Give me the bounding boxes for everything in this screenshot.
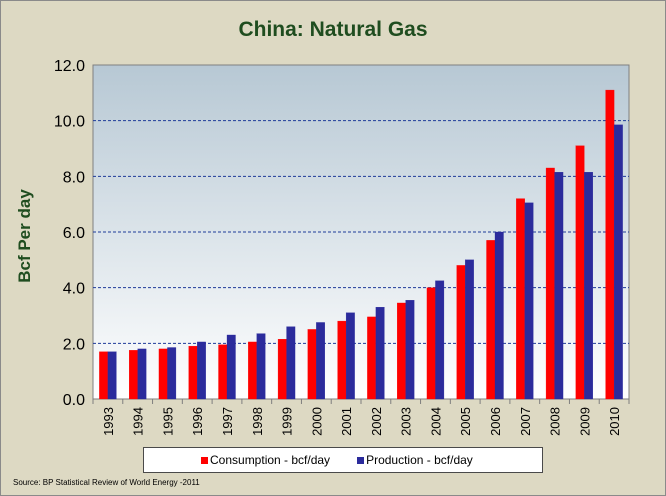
x-tick-label: 2002 <box>369 407 384 436</box>
x-tick-label: 1998 <box>250 407 265 436</box>
bar-production-1993 <box>107 351 117 400</box>
bar-production-2008 <box>554 172 564 400</box>
bar-production-2003 <box>405 300 415 400</box>
bar-consumption-2003 <box>397 302 406 400</box>
x-tick-label: 2004 <box>428 407 443 436</box>
bar-consumption-1996 <box>188 345 198 400</box>
bar-marks <box>92 89 630 404</box>
legend-item-consumption: Consumption - bcf/day <box>201 453 330 467</box>
bar-consumption-2002 <box>367 316 377 400</box>
y-tick-label: 12.0 <box>54 58 85 75</box>
x-tick-label: 1996 <box>190 407 205 436</box>
x-tick-label: 2010 <box>607 407 622 436</box>
bar-consumption-2000 <box>307 329 317 400</box>
bar-consumption-1994 <box>129 350 138 400</box>
x-tick-label: 1997 <box>220 407 235 436</box>
bar-consumption-2004 <box>426 287 436 400</box>
bar-production-2006 <box>494 231 504 400</box>
plot-svg: 0.0 2.0 4.0 6.0 8.0 10.0 12.0 1993 1994 1995 1996… <box>54 58 630 436</box>
y-tick-labels: 0.0 2.0 4.0 6.0 8.0 10.0 12.0 <box>54 58 85 409</box>
x-tick-label: 1994 <box>131 407 146 436</box>
bar-production-2010 <box>613 124 623 400</box>
bar-production-1998 <box>256 333 266 400</box>
source-note: Source: BP Statistical Review of World E… <box>13 478 200 487</box>
bar-production-2001 <box>345 312 355 400</box>
bar-consumption-2001 <box>337 320 347 400</box>
x-tick-label: 1993 <box>101 407 116 436</box>
x-tick-label: 2006 <box>488 407 503 436</box>
y-tick-label: 6.0 <box>63 225 85 242</box>
bar-consumption-1995 <box>158 348 168 400</box>
bar-consumption-1998 <box>248 341 257 400</box>
y-tick-label: 8.0 <box>63 169 85 186</box>
bar-consumption-2009 <box>575 145 585 400</box>
bar-production-1994 <box>137 348 147 400</box>
bar-production-2002 <box>375 306 385 400</box>
bar-production-1996 <box>197 341 206 400</box>
bar-consumption-1997 <box>218 344 228 400</box>
bar-consumption-2006 <box>486 240 496 400</box>
x-tick-label: 2000 <box>309 407 324 436</box>
legend-swatch-consumption <box>201 456 208 464</box>
x-tick-label: 2003 <box>399 407 414 436</box>
bar-production-1997 <box>226 334 236 400</box>
bar-consumption-2007 <box>516 198 525 400</box>
bar-production-2009 <box>584 172 593 400</box>
legend-item-production: Production - bcf/day <box>357 453 473 467</box>
bar-production-2007 <box>524 202 534 400</box>
x-tick-label: 2001 <box>339 407 354 436</box>
chart-title: China: Natural Gas <box>238 18 428 41</box>
bar-production-2000 <box>316 322 325 400</box>
bar-production-1999 <box>286 326 296 400</box>
bar-production-2005 <box>465 259 474 400</box>
legend: Consumption - bcf/day Production - bcf/d… <box>143 447 543 473</box>
bar-consumption-2008 <box>545 167 555 400</box>
x-tick-labels: 1993 1994 1995 1996 1997 1998 1999 2000 2001 2002… <box>101 407 622 436</box>
bar-consumption-2010 <box>605 89 615 400</box>
bar-consumption-1993 <box>99 351 109 400</box>
y-tick-label: 4.0 <box>63 281 85 298</box>
legend-swatch-production <box>357 456 365 464</box>
legend-label-production: Production - bcf/day <box>366 453 473 467</box>
y-tick-label: 0.0 <box>63 392 85 409</box>
x-tick-label: 1999 <box>280 407 295 436</box>
grid-lines <box>93 120 629 344</box>
x-tick-label: 1995 <box>160 407 175 436</box>
x-tick-label: 2005 <box>458 407 473 436</box>
y-tick-label: 10.0 <box>54 114 85 131</box>
x-tick-label: 2008 <box>548 407 563 436</box>
bar-production-2004 <box>435 280 445 400</box>
x-tick-label: 2007 <box>518 407 533 436</box>
legend-label-consumption: Consumption - bcf/day <box>210 453 331 467</box>
bar-consumption-1999 <box>277 339 287 400</box>
x-tick-label: 2009 <box>577 407 592 436</box>
y-tick-label: 2.0 <box>63 336 85 353</box>
bar-consumption-2005 <box>456 265 466 400</box>
bar-production-1995 <box>167 347 177 400</box>
